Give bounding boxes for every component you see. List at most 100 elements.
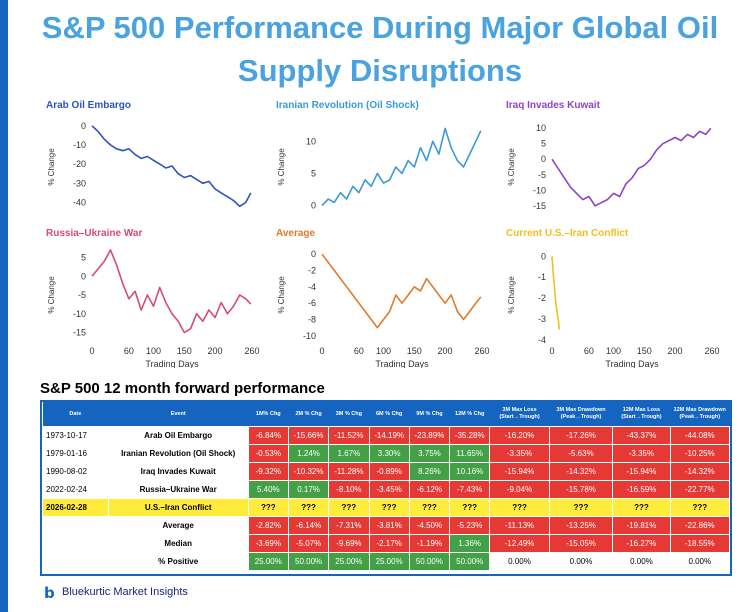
value-cell: -15.94%: [612, 462, 671, 481]
value-cell: 3.30%: [368, 444, 410, 463]
value-cell: -6.14%: [287, 516, 330, 535]
y-tick-label: 5: [541, 139, 546, 149]
value-cell: -9.32%: [247, 462, 289, 481]
value-cell: 0.00%: [489, 552, 550, 571]
value-cell: 1.67%: [328, 444, 370, 463]
column-header: 3M Max Drawdown (Peak→Trough): [549, 402, 613, 427]
summary-label-cell: Median: [107, 534, 249, 553]
x-tick-label: 0: [319, 346, 324, 356]
value-cell: -43.37%: [612, 426, 671, 445]
value-cell: -23.89%: [408, 426, 451, 445]
value-cell: -4.50%: [408, 516, 451, 535]
value-cell: 50.00%: [449, 552, 491, 571]
blank-cell: [42, 534, 109, 553]
y-tick-label: 10: [306, 136, 316, 146]
table-row: 1973-10-17 Arab Oil Embargo -6.84% -15.66% -…: [42, 426, 730, 445]
value-cell: -2.17%: [368, 534, 410, 553]
value-cell: 25.00%: [247, 552, 289, 571]
y-axis-label: % Change: [47, 148, 56, 186]
y-tick-label: 0: [311, 249, 316, 259]
value-cell: ???: [449, 498, 491, 517]
value-cell: 11.65%: [449, 444, 491, 463]
chart-4: Russia–Ukraine War% Change 5 0 -5 -10 -15 0 60 1…: [40, 228, 260, 368]
value-cell: ???: [669, 498, 730, 517]
date-cell: 2022-02-24: [42, 480, 109, 499]
y-tick-label: -10: [73, 309, 86, 319]
y-tick-label: -15: [73, 328, 86, 338]
value-cell: -7.31%: [328, 516, 370, 535]
x-tick-label: 100: [606, 346, 621, 356]
value-cell: 0.00%: [548, 552, 614, 571]
value-cell: ???: [368, 498, 410, 517]
value-cell: 25.00%: [368, 552, 410, 571]
chart-plot: % Change 10 5 0 -5 -10 -15: [507, 123, 712, 211]
value-cell: -10.25%: [669, 444, 730, 463]
column-header: Event: [108, 402, 249, 427]
y-tick-label: -10: [303, 331, 316, 341]
chart-title: Iranian Revolution (Oil Shock): [276, 100, 419, 111]
chart-6: Current U.S.–Iran Conflict % Change 0 -1 -2 -…: [500, 228, 720, 368]
chart-3: Iraq Invades Kuwait % Change 10 5 0 -5 -10 -15: [500, 100, 720, 240]
value-cell: ???: [489, 498, 550, 517]
series-line: [321, 127, 482, 207]
value-cell: 3.75%: [408, 444, 451, 463]
series-line: [551, 256, 561, 330]
table-header-row: Date Event 1M% Chg 2M % Chg 3M % Chg 6M % Chg…: [42, 402, 730, 427]
value-cell: ???: [247, 498, 289, 517]
value-cell: ???: [408, 498, 451, 517]
series-line: [551, 127, 712, 207]
x-tick-label: 150: [637, 346, 652, 356]
column-header: 1M% Chg: [248, 402, 289, 427]
value-cell: -35.28%: [449, 426, 491, 445]
value-cell: ???: [328, 498, 370, 517]
event-cell: U.S.–Iran Conflict: [107, 498, 249, 517]
value-cell: -15.66%: [287, 426, 330, 445]
y-tick-label: -4: [308, 282, 316, 292]
x-axis-label: Trading Days: [145, 359, 199, 368]
event-cell: Iranian Revolution (Oil Shock): [107, 444, 249, 463]
value-cell: -13.25%: [548, 516, 614, 535]
value-cell: -9.04%: [489, 480, 550, 499]
y-tick-label: -30: [73, 178, 86, 188]
date-cell: 2026-02-28: [42, 498, 109, 517]
value-cell: -3.35%: [489, 444, 550, 463]
performance-table: Date Event 1M% Chg 2M % Chg 3M % Chg 6M % Chg…: [42, 402, 730, 571]
y-tick-label: -5: [78, 290, 86, 300]
chart-plot: % Change 0 -10 -20 -30 -40: [47, 121, 252, 208]
y-tick-label: -4: [538, 335, 546, 345]
series-line: [91, 125, 252, 208]
column-header: 6M % Chg: [369, 402, 410, 427]
column-header: 9M % Chg: [409, 402, 450, 427]
y-tick-label: 10: [536, 123, 546, 133]
x-axis-label: Trading Days: [605, 359, 659, 368]
chart-1: Arab Oil Embargo % Change 0 -10 -20 -30 -40: [40, 100, 260, 240]
summary-row: Average -2.82% -6.14% -7.31% -3.81% -4.50% -5.…: [42, 516, 730, 535]
value-cell: -2.82%: [247, 516, 289, 535]
series-line: [91, 249, 252, 334]
value-cell: -11.13%: [489, 516, 550, 535]
x-tick-label: 150: [407, 346, 422, 356]
value-cell: -3.69%: [247, 534, 289, 553]
value-cell: 8.26%: [408, 462, 451, 481]
y-tick-label: 0: [81, 121, 86, 131]
x-tick-label: 260: [704, 346, 719, 356]
value-cell: -14.32%: [548, 462, 614, 481]
y-tick-label: -20: [73, 159, 86, 169]
x-tick-label: 100: [376, 346, 391, 356]
chart-title: Average: [276, 228, 316, 239]
value-cell: 1.36%: [449, 534, 491, 553]
y-tick-label: -2: [538, 293, 546, 303]
blank-cell: [42, 516, 109, 535]
y-tick-label: -2: [308, 265, 316, 275]
column-header: Date: [42, 402, 109, 427]
value-cell: -15.78%: [548, 480, 614, 499]
value-cell: -6.84%: [247, 426, 289, 445]
event-cell: Russia–Ukraine War: [107, 480, 249, 499]
value-cell: -10.32%: [287, 462, 330, 481]
y-axis-label: % Change: [277, 276, 286, 314]
value-cell: -8.10%: [328, 480, 370, 499]
y-tick-label: 0: [81, 271, 86, 281]
x-tick-label: 60: [124, 346, 134, 356]
y-tick-label: -10: [73, 140, 86, 150]
